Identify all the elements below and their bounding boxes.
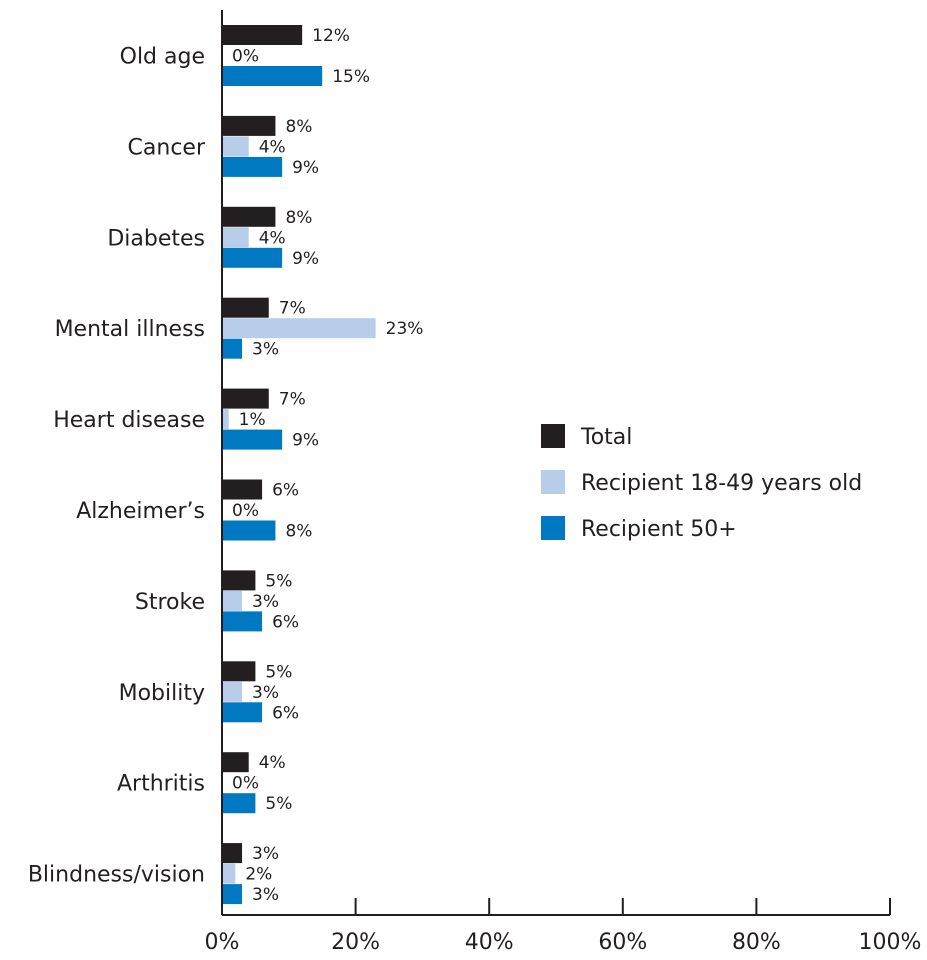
bar-1-7 xyxy=(222,570,256,591)
data-label-2-2: 4% xyxy=(259,137,286,157)
data-label-2-4: 23% xyxy=(386,319,424,339)
data-label-2-10: 2% xyxy=(245,865,272,885)
data-label-1-7: 5% xyxy=(265,571,292,591)
bar-2-7 xyxy=(222,590,243,611)
bar-3-9 xyxy=(222,793,256,814)
data-label-2-3: 4% xyxy=(259,228,286,248)
bar-1-9 xyxy=(222,752,249,773)
data-label-3-8: 6% xyxy=(272,703,299,723)
legend-label-3: Recipient 50+ xyxy=(581,517,737,542)
category-label-6: Alzheimer’s xyxy=(76,499,205,524)
category-label-2: Cancer xyxy=(128,135,206,160)
bar-3-8 xyxy=(222,702,263,723)
bar-1-10 xyxy=(222,843,243,864)
category-label-7: Stroke xyxy=(135,590,205,615)
legend-label-1: Total xyxy=(580,425,632,450)
data-label-2-1: 0% xyxy=(232,47,259,67)
bar-1-6 xyxy=(222,479,263,500)
data-label-1-10: 3% xyxy=(252,844,279,864)
data-label-2-5: 1% xyxy=(239,410,266,430)
data-label-1-8: 5% xyxy=(265,662,292,682)
bar-1-4 xyxy=(222,297,269,318)
data-label-3-7: 6% xyxy=(272,612,299,632)
bar-2-5 xyxy=(222,409,229,430)
legend-swatch-1 xyxy=(541,424,565,448)
category-label-8: Mobility xyxy=(119,681,205,706)
data-label-3-6: 8% xyxy=(285,522,312,542)
x-tick-label-6: 100% xyxy=(859,930,922,955)
data-label-1-3: 8% xyxy=(285,208,312,228)
value-labels-group: 12%0%15%8%4%9%8%4%9%7%23%3%7%1%9%6%0%8%5… xyxy=(232,26,423,905)
data-label-1-2: 8% xyxy=(285,117,312,137)
data-label-3-2: 9% xyxy=(292,158,319,178)
category-label-3: Diabetes xyxy=(107,226,205,251)
x-tick-label-2: 20% xyxy=(331,930,380,955)
data-label-3-9: 5% xyxy=(265,794,292,814)
bar-3-3 xyxy=(222,247,283,268)
data-label-1-4: 7% xyxy=(279,299,306,319)
bar-2-8 xyxy=(222,681,243,702)
bar-2-3 xyxy=(222,227,249,248)
bar-3-10 xyxy=(222,884,243,905)
data-label-2-6: 0% xyxy=(232,501,259,521)
bar-1-2 xyxy=(222,115,276,136)
x-tick-label-1: 0% xyxy=(205,930,240,955)
legend-label-2: Recipient 18-49 years old xyxy=(581,471,862,496)
category-label-9: Arthritis xyxy=(117,772,205,797)
data-label-3-1: 15% xyxy=(332,67,370,87)
x-axis: 0% 20% 40% 60% 80% 100% xyxy=(205,10,922,955)
legend-swatch-3 xyxy=(541,516,565,540)
data-label-1-5: 7% xyxy=(279,390,306,410)
data-label-1-6: 6% xyxy=(272,481,299,501)
bar-1-8 xyxy=(222,661,256,682)
bar-1-1 xyxy=(222,25,303,45)
bar-3-1 xyxy=(222,66,323,86)
x-tick-label-3: 40% xyxy=(465,930,514,955)
data-label-2-9: 0% xyxy=(232,774,259,794)
category-label-1: Old age xyxy=(120,45,205,70)
legend: Total Recipient 18-49 years old Recipient … xyxy=(541,424,862,542)
bar-2-2 xyxy=(222,136,249,157)
bar-2-4 xyxy=(222,318,376,339)
legend-swatch-2 xyxy=(541,470,565,494)
bar-1-3 xyxy=(222,206,276,227)
data-label-3-10: 3% xyxy=(252,885,279,905)
bar-3-4 xyxy=(222,338,243,359)
category-label-4: Mental illness xyxy=(55,317,205,342)
bar-3-2 xyxy=(222,156,283,177)
data-label-3-3: 9% xyxy=(292,249,319,269)
category-labels-group: Old age Cancer Diabetes Mental illness Heart… xyxy=(28,45,206,888)
bars-group xyxy=(222,25,376,905)
category-label-5: Heart disease xyxy=(53,408,205,433)
data-label-2-8: 3% xyxy=(252,683,279,703)
data-label-1-9: 4% xyxy=(259,753,286,773)
data-label-3-4: 3% xyxy=(252,340,279,360)
bar-3-7 xyxy=(222,611,263,632)
x-tick-label-4: 60% xyxy=(598,930,647,955)
data-label-1-1: 12% xyxy=(312,26,350,46)
data-label-3-5: 9% xyxy=(292,431,319,451)
category-label-10: Blindness/vision xyxy=(28,863,205,888)
bar-2-10 xyxy=(222,863,236,884)
bar-1-5 xyxy=(222,388,269,409)
data-label-2-7: 3% xyxy=(252,592,279,612)
bar-3-6 xyxy=(222,520,276,541)
x-tick-label-5: 80% xyxy=(732,930,781,955)
bar-3-5 xyxy=(222,429,283,450)
